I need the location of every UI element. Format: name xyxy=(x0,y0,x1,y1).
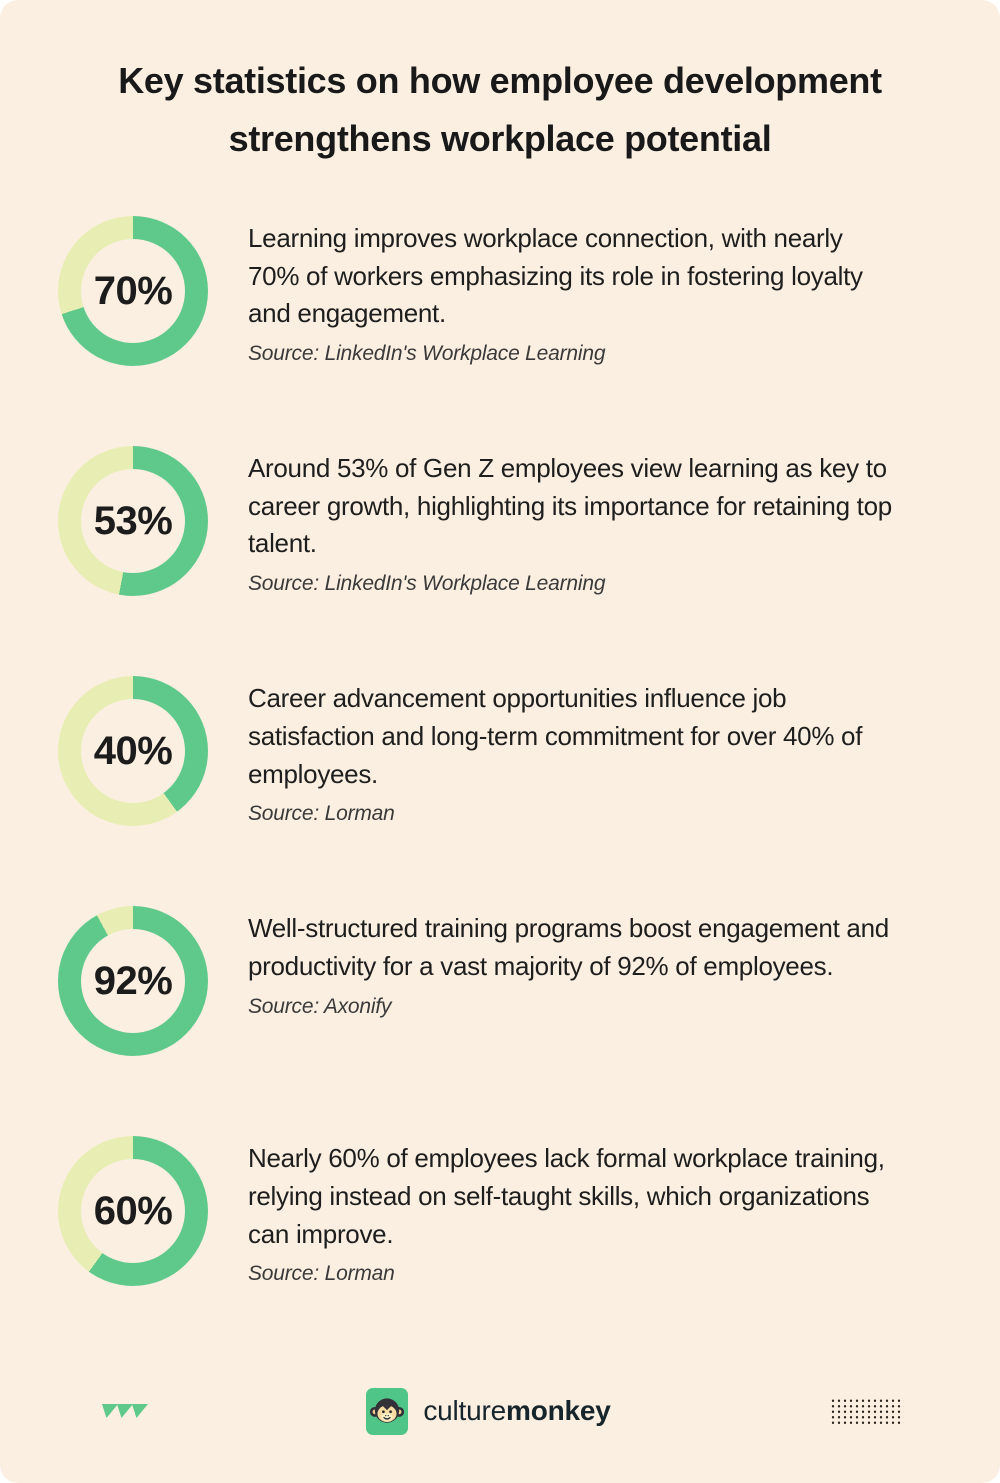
stat-text-block: Career advancement opportunities influen… xyxy=(248,676,900,826)
stat-source: Source: Lorman xyxy=(248,1262,395,1286)
stat-text-block: Nearly 60% of employees lack formal work… xyxy=(248,1136,900,1286)
donut-value-label: 60% xyxy=(93,1188,173,1233)
dots-grid-icon xyxy=(830,1397,904,1425)
donut-chart-53: 53% xyxy=(58,446,208,597)
stats-list: 70% Learning improves workplace connecti… xyxy=(58,216,960,1366)
stat-text-block: Well-structured training programs boost … xyxy=(248,906,900,1018)
stat-row-53: 53% Around 53% of Gen Z employees view l… xyxy=(58,446,960,597)
triangle-icon xyxy=(102,1404,118,1418)
stat-text-block: Learning improves workplace connection, … xyxy=(248,216,900,366)
donut-chart-60: 60% xyxy=(58,1136,208,1287)
stat-description: Around 53% of Gen Z employees view learn… xyxy=(248,453,892,559)
donut-value-label: 92% xyxy=(93,958,173,1003)
donut-chart-70: 70% xyxy=(58,216,208,366)
stat-source: Source: LinkedIn's Workplace Learning xyxy=(248,342,606,366)
stat-source: Source: LinkedIn's Workplace Learning xyxy=(248,572,606,596)
stat-description: Nearly 60% of employees lack formal work… xyxy=(248,1143,885,1249)
footer: culturemonkey xyxy=(102,1386,904,1436)
donut-value-label: 40% xyxy=(93,728,173,773)
stat-description: Career advancement opportunities influen… xyxy=(248,683,863,789)
page-title: Key statistics on how employee developme… xyxy=(118,60,882,159)
monkey-icon xyxy=(366,1387,409,1435)
brand-monkey: monkey xyxy=(506,1395,611,1426)
donut-value-label: 53% xyxy=(93,498,173,543)
donut-value-label: 70% xyxy=(93,268,173,313)
stat-text-block: Around 53% of Gen Z employees view learn… xyxy=(248,446,900,596)
stat-description: Well-structured training programs boost … xyxy=(248,913,889,981)
stat-source: Source: Lorman xyxy=(248,802,395,826)
stat-row-70: 70% Learning improves workplace connecti… xyxy=(58,216,960,366)
stat-source: Source: Axonify xyxy=(248,994,392,1018)
triangle-icon xyxy=(117,1404,133,1418)
brand-culture: culture xyxy=(423,1395,507,1426)
triangle-icon xyxy=(132,1404,148,1418)
stat-description: Learning improves workplace connection, … xyxy=(248,223,863,329)
donut-chart-92: 92% xyxy=(58,906,208,1057)
stat-row-92: 92% Well-structured training programs bo… xyxy=(58,906,960,1057)
culturemonkey-logo: culturemonkey xyxy=(366,1387,611,1435)
brand-wordmark: culturemonkey xyxy=(423,1395,610,1427)
triangles-icon xyxy=(102,1404,148,1418)
stat-row-40: 40% Career advancement opportunities inf… xyxy=(58,676,960,827)
stat-row-60: 60% Nearly 60% of employees lack formal … xyxy=(58,1136,960,1287)
donut-chart-40: 40% xyxy=(58,676,208,827)
